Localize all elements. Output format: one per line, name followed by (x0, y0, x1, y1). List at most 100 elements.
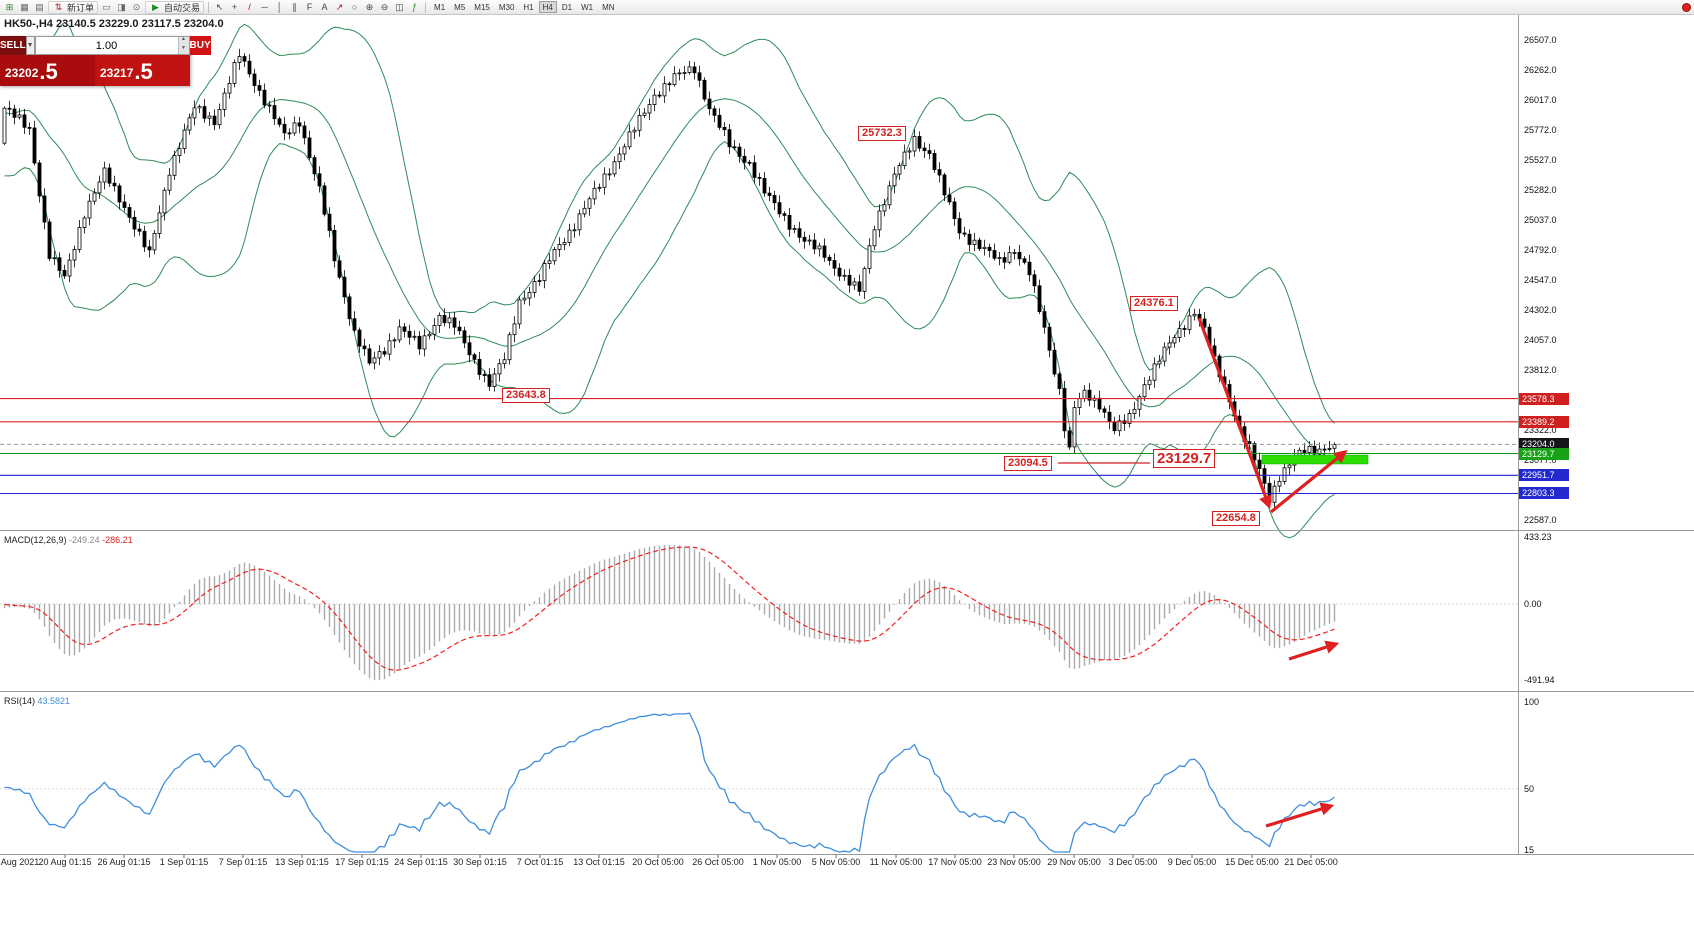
timeframe-button-w1[interactable]: W1 (581, 3, 594, 12)
price-annotation[interactable]: 22654.8 (1212, 511, 1260, 526)
candle-body (342, 276, 347, 298)
candle-body (282, 123, 287, 134)
candle-body (2, 107, 7, 144)
timeframe-button-m5[interactable]: M5 (454, 3, 466, 12)
time-axis-label: 20 Aug 01:15 (38, 857, 92, 867)
candle-body (952, 201, 957, 219)
time-axis-label: 3 Dec 05:00 (1108, 857, 1158, 867)
new-order-button[interactable]: ⇅ 新订单 (48, 0, 99, 14)
trend-arrow[interactable] (1288, 640, 1340, 661)
trend-arrow[interactable] (1265, 802, 1335, 828)
price-tick-label: 23077.0 (1524, 455, 1557, 465)
candle-body (227, 83, 232, 94)
crosshair-icon[interactable]: + (231, 1, 238, 12)
candle-body (632, 129, 637, 133)
order-type-dropdown[interactable]: ▼ (25, 36, 35, 55)
candle-body (102, 167, 107, 183)
zoom-in-icon[interactable]: ⊕ (365, 1, 374, 12)
shapes-icon[interactable]: ○ (351, 1, 358, 12)
time-axis-label: 21 Dec 05:00 (1284, 857, 1338, 867)
volume-stepper-down[interactable]: ▼ (177, 45, 189, 54)
trendline-icon[interactable]: / (248, 1, 251, 12)
timeframe-button-mn[interactable]: MN (602, 3, 615, 12)
candle-body (107, 167, 112, 184)
strategy-tester-icon[interactable]: ◨ (117, 1, 126, 12)
candle-body (1017, 251, 1022, 260)
price-axis-badge: 23578.3 (1519, 393, 1569, 405)
volume-stepper-up[interactable]: ▲ (177, 37, 189, 46)
sell-button[interactable]: SELL (0, 36, 26, 55)
candle-body (1287, 464, 1292, 469)
timeframe-button-m30[interactable]: M30 (498, 3, 515, 12)
price-annotation[interactable]: 23643.8 (502, 388, 550, 403)
history-center-icon[interactable]: ⊙ (132, 1, 141, 12)
toolbar-tool-icons: ↖ + / ─ │ ∥ F A ↗ ○ ⊕ ⊖ ◫ ƒ (213, 1, 421, 14)
candle-body (67, 259, 72, 277)
new-order-icon: ⇅ (54, 1, 63, 12)
price-annotation[interactable]: 25732.3 (858, 126, 906, 141)
vertical-line-icon[interactable]: │ (276, 1, 283, 12)
buy-price[interactable]: 23217 .5 (95, 55, 190, 86)
candle-body (792, 228, 797, 231)
price-tick-label: 23322.0 (1524, 425, 1557, 435)
new-chart-icon[interactable]: ⊞ (5, 1, 14, 12)
candle-body (112, 182, 117, 187)
candle-body (87, 200, 92, 219)
price-annotation[interactable]: 24376.1 (1130, 296, 1178, 311)
candle-body (1202, 318, 1207, 328)
zoom-out-icon[interactable]: ⊖ (380, 1, 389, 12)
time-axis-label: 20 Oct 05:00 (632, 857, 684, 867)
candle-body (1137, 396, 1142, 410)
horizontal-line-icon[interactable]: ─ (261, 1, 268, 12)
candle-body (807, 239, 812, 242)
price-annotation[interactable]: 23094.5 (1004, 456, 1052, 471)
timeframe-button-d1[interactable]: D1 (561, 3, 573, 12)
timeframe-button-m15[interactable]: M15 (474, 3, 490, 12)
equidistant-channel-icon[interactable]: ∥ (292, 1, 297, 12)
candle-body (697, 72, 702, 81)
fibonacci-icon[interactable]: F (306, 1, 313, 12)
price-tick-label: 25282.0 (1524, 185, 1557, 195)
indicators-icon[interactable]: ƒ (412, 1, 418, 12)
timeframe-button-h4[interactable]: H4 (538, 1, 557, 13)
candle-body (222, 92, 227, 110)
chart-profiles-icon[interactable]: ▦ (20, 1, 29, 12)
candle-body (882, 204, 887, 212)
candle-body (57, 257, 62, 271)
candle-body (847, 274, 852, 286)
candle-body (642, 112, 647, 116)
auto-trading-button[interactable]: ▶ 自动交易 (145, 0, 205, 14)
candle-body (1312, 445, 1317, 455)
market-watch-icon[interactable]: ▤ (35, 1, 44, 12)
candle-body (22, 114, 27, 128)
candle-body (147, 246, 152, 251)
support-zone-rect[interactable] (1261, 454, 1369, 465)
candle-body (387, 340, 392, 355)
candle-body (512, 323, 517, 336)
candle-body (1072, 407, 1077, 448)
candle-body (1042, 311, 1047, 328)
candle-body (972, 239, 977, 245)
terminal-icon[interactable]: ▭ (102, 1, 111, 12)
trend-arrow[interactable] (1197, 317, 1272, 510)
candle-body (957, 218, 962, 234)
text-label-icon[interactable]: A (321, 1, 328, 12)
buy-button[interactable]: BUY (189, 36, 211, 55)
volume-input[interactable] (35, 37, 178, 54)
timeframe-button-h1[interactable]: H1 (523, 3, 534, 12)
candle-body (1262, 468, 1267, 484)
candle-body (527, 291, 532, 299)
macd-main-value: -249.24 (69, 535, 100, 545)
cursor-icon[interactable]: ↖ (215, 1, 224, 12)
candle-body (267, 104, 272, 107)
tile-windows-icon[interactable]: ◫ (395, 1, 404, 12)
timeframe-button-m1[interactable]: M1 (434, 3, 446, 12)
candle-body (522, 297, 527, 301)
price-annotation[interactable]: 23129.7 (1153, 449, 1216, 469)
trend-arrow[interactable] (1269, 449, 1348, 514)
candle-body (427, 333, 432, 337)
sell-price[interactable]: 23202 .5 (0, 55, 95, 86)
arrows-tool-icon[interactable]: ↗ (335, 1, 344, 12)
candle-body (542, 263, 547, 282)
